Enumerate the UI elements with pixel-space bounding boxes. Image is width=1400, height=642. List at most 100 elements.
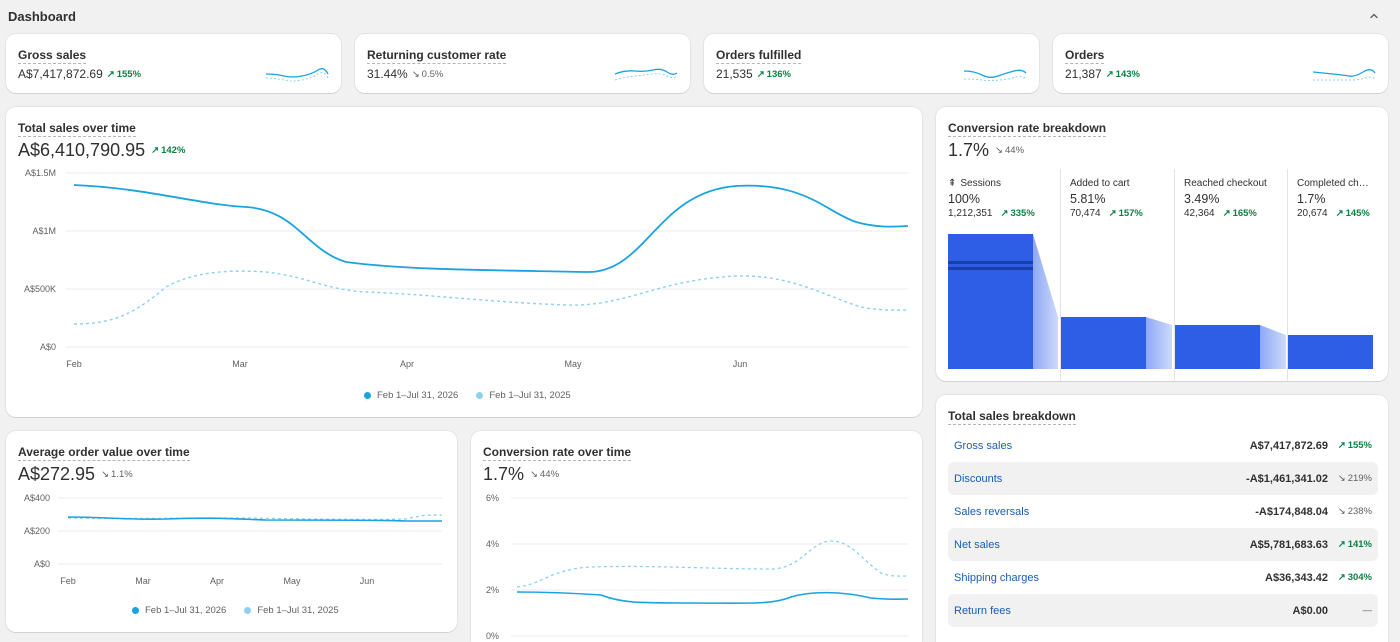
sales-breakdown-card[interactable]: Total sales breakdown Gross sales A$7,41… (936, 395, 1388, 642)
aov-chart: A$400 A$200 A$0 Feb Mar Apr May Jun (24, 493, 443, 586)
arrow-up-icon: ↗ (756, 68, 765, 80)
kpi-value: 21,535 (716, 67, 753, 81)
legend-item-current[interactable]: Feb 1–Jul 31, 2026 (132, 605, 226, 616)
card-title: Total sales over time (18, 121, 136, 137)
funnel-count: 20,674 (1297, 208, 1328, 219)
conversion-time-chart: 6% 4% 2% 0% (486, 493, 909, 641)
kpi-value-row: 21,387 ↗ 143% (1065, 67, 1140, 81)
breakdown-delta: ↗ 155% (1337, 440, 1372, 451)
kpi-title: Orders fulfilled (716, 48, 802, 64)
kpi-value-row: 21,535 ↗ 136% (716, 67, 791, 81)
y-tick: 0% (486, 631, 499, 641)
arrow-up-icon: ↗ (1105, 68, 1114, 80)
kpi-sparkline (265, 68, 329, 82)
x-tick: Apr (210, 576, 224, 586)
collapse-button[interactable] (1362, 4, 1386, 28)
legend-item-current[interactable]: Feb 1–Jul 31, 2026 (364, 390, 458, 401)
kpi-title: Returning customer rate (367, 48, 507, 64)
funnel-bar-cart (1061, 317, 1146, 369)
breakdown-row-discounts[interactable]: Discounts -A$1,461,341.02 ↘ 219% (948, 462, 1378, 495)
series-2025-line (516, 540, 909, 588)
y-tick: A$0 (40, 342, 56, 352)
kpi-sparkline (614, 68, 678, 81)
breakdown-delta: ↗ 141% (1337, 539, 1372, 550)
breakdown-label[interactable]: Gross sales (954, 439, 1013, 452)
conversion-breakdown-card[interactable]: Conversion rate breakdown 1.7% ↘ 44% ⇞ Ses… (936, 107, 1388, 381)
kpi-card-orders-fulfilled[interactable]: Orders fulfilled 21,535 ↗ 136% (704, 34, 1039, 93)
legend-item-previous[interactable]: Feb 1–Jul 31, 2025 (476, 390, 571, 401)
chart-legend: Feb 1–Jul 31, 2026 Feb 1–Jul 31, 2025 (132, 605, 339, 616)
x-tick: Jun (733, 359, 748, 369)
aov-value: A$272.95 (18, 464, 96, 484)
funnel-bar-checkout (1175, 325, 1260, 369)
chevron-up-icon (1370, 13, 1378, 19)
x-tick: Jun (360, 576, 375, 586)
breakdown-row-sales-reversals[interactable]: Sales reversals -A$174,848.04 ↘ 238% (948, 495, 1378, 528)
breakdown-label[interactable]: Net sales (954, 538, 1000, 551)
kpi-title: Gross sales (18, 48, 87, 64)
legend-item-previous[interactable]: Feb 1–Jul 31, 2025 (244, 605, 339, 616)
breakdown-row-shipping[interactable]: Shipping charges A$36,343.42 ↗ 304% (948, 561, 1378, 594)
arrow-down-icon: ↘ (101, 469, 110, 480)
x-tick: Feb (66, 359, 82, 369)
funnel-step-added-to-cart[interactable]: Added to cart 5.81% 70,474 ↗ 157% (1060, 169, 1174, 381)
funnel-delta: ↗ 145% (1335, 208, 1370, 219)
kpi-value-row: 31.44% ↘ 0.5% (367, 67, 443, 81)
page-title: Dashboard (8, 9, 76, 24)
x-tick: May (564, 359, 582, 369)
total-sales-card[interactable]: Total sales over time A$6,410,790.95 ↗ 14… (6, 107, 922, 417)
total-sales-chart: A$1.5M A$1M A$500K A$0 Feb Mar Apr May J… (24, 168, 909, 369)
breakdown-row-net-sales[interactable]: Net sales A$5,781,683.63 ↗ 141% (948, 528, 1378, 561)
x-tick: Mar (135, 576, 151, 586)
funnel-pct: 1.7% (1297, 192, 1326, 206)
funnel-drop-3 (1260, 325, 1286, 369)
funnel-chart (948, 234, 1373, 369)
funnel-label: Added to cart (1070, 178, 1130, 189)
kpi-card-gross-sales[interactable]: Gross sales A$7,417,872.69 ↗ 155% (6, 34, 341, 93)
funnel-step-sessions[interactable]: ⇞ Sessions 100% 1,212,351 ↗ 335% (948, 169, 1061, 381)
total-sales-delta: ↗ 142% (151, 145, 186, 156)
funnel-step-reached-checkout[interactable]: Reached checkout 3.49% 42,364 ↗ 165% (1174, 169, 1288, 381)
breakdown-row-return-fees[interactable]: Return fees A$0.00 — (948, 594, 1378, 627)
card-title: Average order value over time (18, 445, 190, 461)
sessions-icon: ⇞ (948, 178, 957, 189)
aov-card[interactable]: Average order value over time A$272.95 ↘… (6, 431, 457, 632)
funnel-count: 1,212,351 (948, 208, 993, 219)
breakdown-amount: -A$174,848.04 (1255, 505, 1328, 518)
funnel-bar-completed (1288, 335, 1373, 369)
kpi-value-row: A$7,417,872.69 ↗ 155% (18, 67, 141, 81)
breakdown-label[interactable]: Discounts (954, 472, 1003, 485)
x-tick: Apr (400, 359, 414, 369)
kpi-delta: ↗ 136% (756, 68, 791, 80)
breakdown-row-gross-sales[interactable]: Gross sales A$7,417,872.69 ↗ 155% (948, 429, 1378, 462)
funnel-drop-2 (1146, 317, 1172, 369)
series-2026-line (67, 516, 442, 522)
breakdown-label[interactable]: Sales reversals (954, 505, 1030, 518)
kpi-card-returning-rate[interactable]: Returning customer rate 31.44% ↘ 0.5% (355, 34, 690, 93)
kpi-value: 31.44% (367, 67, 408, 81)
funnel-step-completed-checkout[interactable]: Completed ch… 1.7% 20,674 ↗ 145% (1287, 169, 1388, 381)
y-tick: A$400 (24, 493, 50, 503)
breakdown-delta: — (1362, 605, 1373, 616)
breakdown-delta: ↘ 238% (1337, 506, 1372, 517)
arrow-up-icon: ↗ (151, 145, 160, 156)
kpi-title: Orders (1065, 48, 1105, 64)
funnel-bar-sessions (948, 234, 1033, 369)
series-2026-line (73, 184, 909, 273)
conversion-over-time-card[interactable]: Conversion rate over time 1.7% ↘ 44% 6% 4… (471, 431, 922, 642)
arrow-down-icon: ↘ (411, 68, 420, 80)
dashboard-header: Dashboard (0, 0, 1400, 32)
breakdown-label[interactable]: Return fees (954, 604, 1011, 617)
y-tick: A$200 (24, 526, 50, 536)
breakdown-delta: ↘ 219% (1337, 473, 1372, 484)
aov-value-row: A$272.95 ↘ 1.1% (18, 464, 133, 485)
breakdown-amount: -A$1,461,341.02 (1246, 472, 1328, 485)
aov-delta: ↘ 1.1% (101, 469, 133, 480)
arrow-up-icon: ↗ (106, 68, 115, 80)
total-sales-value: A$6,410,790.95 (18, 140, 146, 160)
kpi-sparkline (1312, 69, 1376, 81)
card-title: Total sales breakdown (948, 409, 1076, 425)
kpi-card-orders[interactable]: Orders 21,387 ↗ 143% (1053, 34, 1388, 93)
breakdown-label[interactable]: Shipping charges (954, 571, 1040, 584)
series-2026-line (516, 591, 909, 605)
